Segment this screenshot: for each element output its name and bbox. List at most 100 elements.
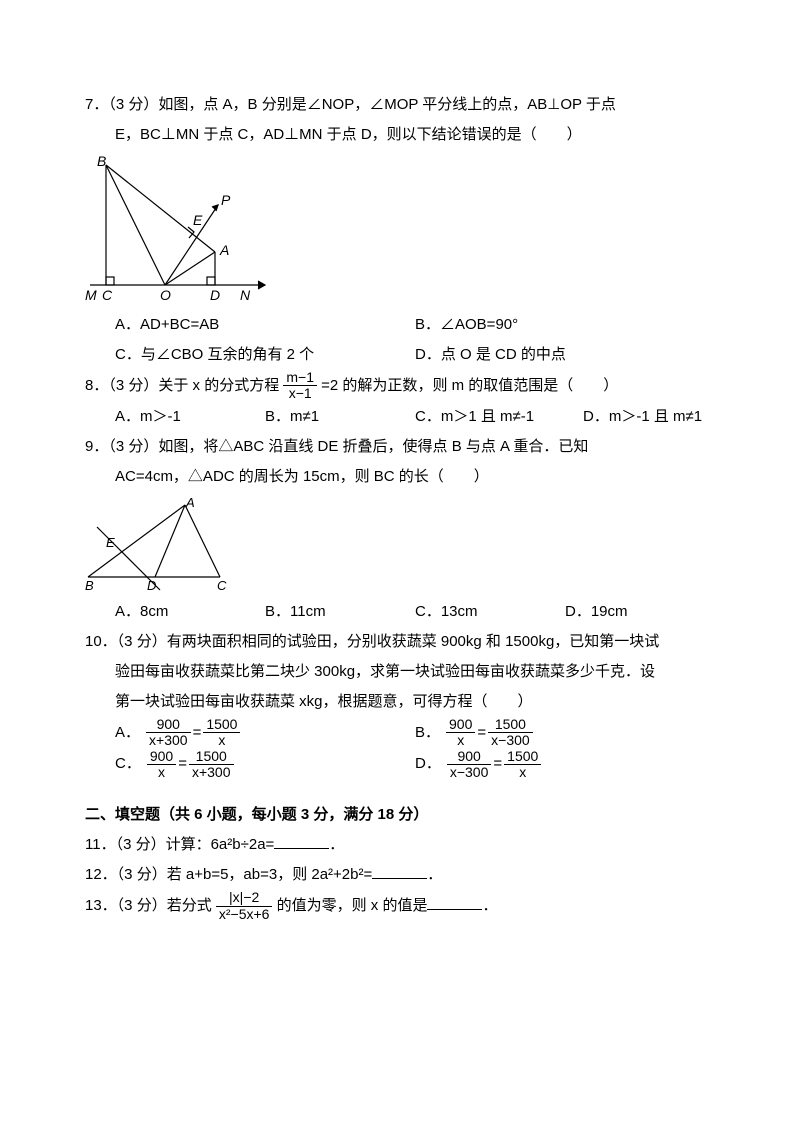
f: 1500 [488,717,533,733]
label-M: M [85,287,97,303]
q13-fraction: |x|−2x²−5x+6 [216,890,273,922]
q8-optB: B．m≠1 [265,402,415,432]
q10-optA: A． 900x+300 = 1500x [115,717,415,749]
q9-text1: 如图，将△ABC 沿直线 DE 折叠后，使得点 B 与点 A 重合．已知 [158,438,588,455]
q9-optD: D．19cm [565,597,715,627]
label-N: N [240,287,251,303]
label-D: D [147,578,156,592]
label-C: C [102,287,113,303]
q9-optC: C．13cm [415,597,565,627]
q7-options-row1: A．AD+BC=AB B．∠AOB=90° [85,310,715,340]
blank [427,894,482,910]
q7-optA: A．AD+BC=AB [115,310,415,340]
q10-num: 10．（3 分） [85,633,167,650]
q7-options-row2: C．与∠CBO 互余的角有 2 个 D．点 O 是 CD 的中点 [85,340,715,370]
q9-line1: 9．（3 分）如图，将△ABC 沿直线 DE 折叠后，使得点 B 与点 A 重合… [85,432,715,462]
q7-svg: B P E A M C O D N [85,155,270,305]
question-9: 9．（3 分）如图，将△ABC 沿直线 DE 折叠后，使得点 B 与点 A 重合… [85,432,715,627]
question-12: 12．（3 分）若 a+b=5，ab=3，则 2a²+2b²= ． [85,860,715,890]
q13-num: 13．（3 分） [85,897,167,914]
q10-text1: 有两块面积相同的试验田，分别收获蔬菜 900kg 和 1500kg，已知第一块试 [167,633,660,650]
q10-line1: 10．（3 分）有两块面积相同的试验田，分别收获蔬菜 900kg 和 1500k… [85,627,715,657]
q11-num: 11．（3 分） [85,836,166,853]
label-B: B [97,155,106,169]
f: x [446,733,475,748]
q7-optC: C．与∠CBO 互余的角有 2 个 [115,340,415,370]
label-E: E [193,212,203,228]
q8-optA: A．m＞-1 [115,402,265,432]
f: x+300 [146,733,191,748]
q8-text-b: =2 的解为正数，则 m 的取值范围是（ ） [317,377,618,394]
q12-num: 12．（3 分） [85,866,167,883]
q10-optD: D． 900x−300 = 1500x [415,749,715,781]
label-A: A [185,497,195,510]
q7-line2: E，BC⊥MN 于点 C，AD⊥MN 于点 D，则以下结论错误的是（ ） [85,120,715,150]
question-7: 7．（3 分）如图，点 A，B 分别是∠NOP，∠MOP 平分线上的点，AB⊥O… [85,90,715,370]
q10-A-label: A． [115,718,140,748]
f: 1500 [203,717,240,733]
eq-sign: = [493,749,502,779]
q9-line2: AC=4cm，△ADC 的周长为 15cm，则 BC 的长（ ） [85,462,715,492]
q9-num: 9．（3 分） [85,438,158,455]
section-2-title: 二、填空题（共 6 小题，每小题 3 分，满分 18 分） [85,800,715,830]
f: x [147,765,176,780]
exam-page: 7．（3 分）如图，点 A，B 分别是∠NOP，∠MOP 平分线上的点，AB⊥O… [0,0,800,962]
f: x−300 [447,765,492,780]
q12-end: ． [427,866,442,883]
f: x+300 [189,765,234,780]
q8-line: 8．（3 分）关于 x 的分式方程 m−1x−1 =2 的解为正数，则 m 的取… [85,370,715,402]
blank [274,833,329,849]
q10-optC: C． 900x = 1500x+300 [115,749,415,781]
q8-text-a: 关于 x 的分式方程 [158,377,283,394]
q8-frac-den: x−1 [283,386,317,401]
f: 900 [146,717,191,733]
eq-sign: = [193,718,202,748]
q7-figure: B P E A M C O D N [85,155,715,305]
q10-row2: C． 900x = 1500x+300 D． 900x−300 = 1500x [85,749,715,781]
q7-optB: B．∠AOB=90° [415,310,715,340]
q8-optD: D．m＞-1 且 m≠1 [583,402,715,432]
q9-figure: A E B D C [85,497,715,592]
q8-num: 8．（3 分） [85,377,158,394]
q13-frac-den: x²−5x+6 [216,907,273,922]
q10-B-label: B． [415,718,440,748]
label-D: D [210,287,220,303]
label-O: O [160,287,171,303]
q13-frac-num: |x|−2 [216,890,273,906]
f: 1500 [189,749,234,765]
q7-num: 7．（3 分） [85,96,158,113]
label-C: C [217,578,227,592]
q13-text-b: 的值为零，则 x 的值是 [272,897,427,914]
question-11: 11．（3 分）计算：6a²b÷2a=． [85,830,715,860]
label-B: B [85,578,94,592]
label-E: E [106,535,115,550]
f: 900 [447,749,492,765]
q8-fraction: m−1x−1 [283,370,317,402]
q9-optB: B．11cm [265,597,415,627]
q13-end: ． [482,897,497,914]
question-8: 8．（3 分）关于 x 的分式方程 m−1x−1 =2 的解为正数，则 m 的取… [85,370,715,432]
question-10: 10．（3 分）有两块面积相同的试验田，分别收获蔬菜 900kg 和 1500k… [85,627,715,781]
q7-line1: 7．（3 分）如图，点 A，B 分别是∠NOP，∠MOP 平分线上的点，AB⊥O… [85,90,715,120]
q9-options: A．8cm B．11cm C．13cm D．19cm [85,597,715,627]
q10-row1: A． 900x+300 = 1500x B． 900x = 1500x−300 [85,717,715,749]
q10-optB: B． 900x = 1500x−300 [415,717,715,749]
label-P: P [221,192,231,208]
eq-sign: = [477,718,486,748]
f: x [203,733,240,748]
f: x−300 [488,733,533,748]
eq-sign: = [178,749,187,779]
q12-text: 若 a+b=5，ab=3，则 2a²+2b²= [167,866,373,883]
f: 900 [147,749,176,765]
q9-labels: A E B D C [85,497,227,592]
q11-end: ． [329,836,344,853]
q10-D-label: D． [415,749,441,779]
f: x [504,765,541,780]
q10-line2: 验田每亩收获蔬菜比第二块少 300kg，求第一块试验田每亩收获蔬菜多少千克．设 [85,657,715,687]
q9-optA: A．8cm [115,597,265,627]
q8-options: A．m＞-1 B．m≠1 C．m＞1 且 m≠-1 D．m＞-1 且 m≠1 [85,402,715,432]
q8-frac-num: m−1 [283,370,317,386]
label-A: A [219,242,229,258]
q7-text1: 如图，点 A，B 分别是∠NOP，∠MOP 平分线上的点，AB⊥OP 于点 [158,96,616,113]
f: 1500 [504,749,541,765]
